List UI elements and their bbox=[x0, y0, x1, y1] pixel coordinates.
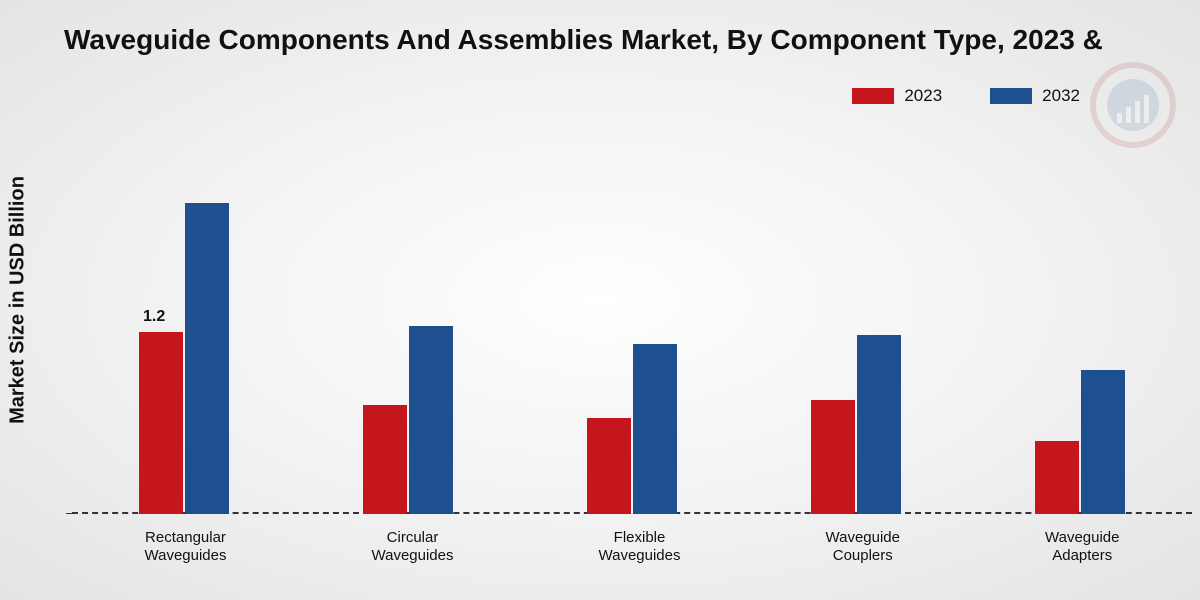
bar-2023-circular bbox=[363, 405, 407, 514]
group-rectangular: 1.2 bbox=[139, 150, 229, 514]
bar-2032-rectangular bbox=[185, 203, 229, 514]
bar-groups: 1.2 bbox=[72, 150, 1192, 514]
legend-swatch-2032 bbox=[990, 88, 1032, 104]
bar-2023-adapters bbox=[1035, 441, 1079, 514]
bar-2032-flexible bbox=[633, 344, 677, 514]
legend-label-2032: 2032 bbox=[1042, 86, 1080, 106]
legend-item-2023: 2023 bbox=[852, 86, 942, 106]
value-label-1-2: 1.2 bbox=[143, 308, 165, 326]
chart-title: Waveguide Components And Assemblies Mark… bbox=[64, 24, 1200, 56]
watermark-logo bbox=[1090, 62, 1176, 148]
legend-item-2032: 2032 bbox=[990, 86, 1080, 106]
x-label-flexible: Flexible Waveguides bbox=[599, 529, 681, 567]
bar-2032-circular bbox=[409, 326, 453, 514]
group-flexible bbox=[587, 150, 677, 514]
x-label-couplers: Waveguide Couplers bbox=[826, 529, 901, 567]
x-axis-labels: Rectangular Waveguides Circular Waveguid… bbox=[72, 529, 1192, 567]
legend-label-2023: 2023 bbox=[904, 86, 942, 106]
legend-swatch-2023 bbox=[852, 88, 894, 104]
bar-2023-couplers bbox=[811, 400, 855, 514]
y-axis-label: Market Size in USD Billion bbox=[7, 176, 30, 424]
bar-2023-flexible bbox=[587, 418, 631, 514]
bar-2032-adapters bbox=[1081, 370, 1125, 514]
x-label-adapters: Waveguide Adapters bbox=[1045, 529, 1120, 567]
group-couplers bbox=[811, 150, 901, 514]
x-label-rectangular: Rectangular Waveguides bbox=[145, 529, 227, 567]
x-label-circular: Circular Waveguides bbox=[372, 529, 454, 567]
group-circular bbox=[363, 150, 453, 514]
bar-2023-rectangular bbox=[139, 332, 183, 514]
legend: 2023 2032 bbox=[0, 86, 1080, 106]
bar-2032-couplers bbox=[857, 335, 901, 514]
group-adapters bbox=[1035, 150, 1125, 514]
plot-area: 1.2 bbox=[72, 150, 1192, 514]
